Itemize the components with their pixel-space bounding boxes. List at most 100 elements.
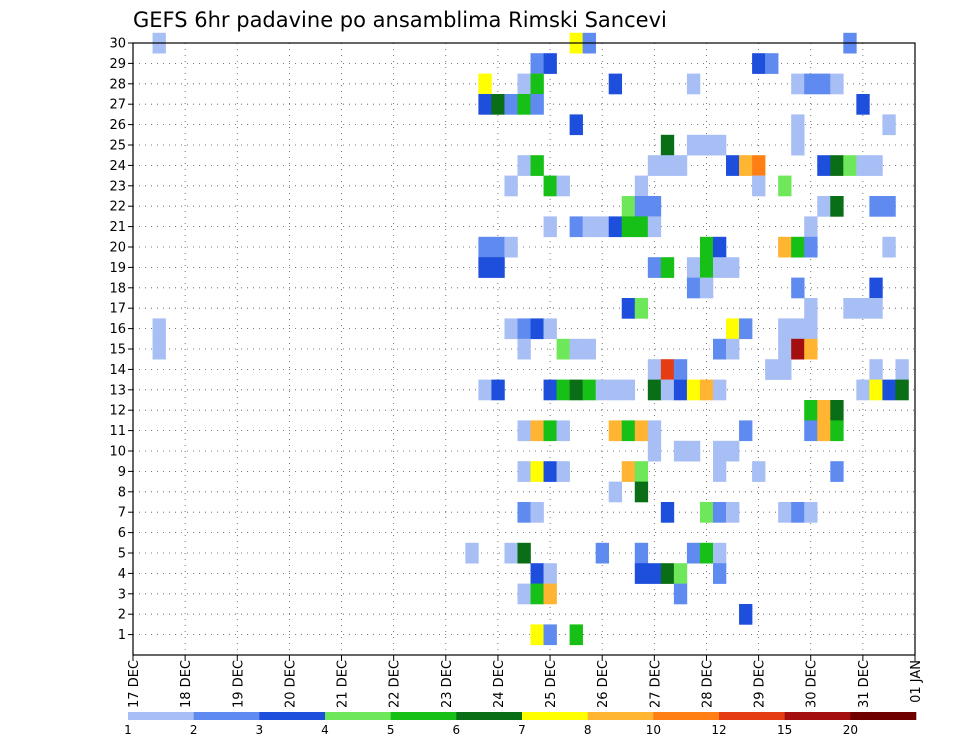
heatmap-cell — [647, 216, 662, 238]
heatmap-cell — [621, 420, 636, 442]
colorbar-swatch — [325, 712, 391, 720]
y-tick-label: 1 — [118, 628, 126, 643]
colorbar-label: 10 — [646, 723, 661, 737]
heatmap-cell — [804, 338, 818, 360]
heatmap-cell — [660, 502, 675, 523]
colorbar-label: 15 — [777, 723, 792, 737]
heatmap-cell — [817, 420, 831, 442]
x-tick-label: 23 DEC — [440, 660, 455, 708]
heatmap-cell — [634, 420, 649, 442]
x-tick-label: 01 JAN — [909, 660, 924, 703]
heatmap-cell — [504, 318, 518, 340]
heatmap-cell — [673, 359, 688, 380]
heatmap-cell — [530, 73, 544, 95]
y-tick-label: 26 — [109, 118, 126, 133]
heatmap-cell — [621, 379, 636, 401]
heatmap-cell — [673, 379, 688, 401]
heatmap-cell — [595, 542, 610, 564]
heatmap-cell — [608, 379, 623, 401]
heatmap-cell — [882, 379, 896, 401]
heatmap-cell — [856, 94, 870, 115]
heatmap-cell — [634, 461, 649, 482]
heatmap-cell — [752, 461, 766, 482]
heatmap-cell — [543, 563, 557, 584]
heatmap-cell — [504, 94, 518, 115]
heatmap-cell — [517, 461, 531, 482]
heatmap-cell — [491, 257, 505, 278]
heatmap-cell — [504, 236, 518, 258]
heatmap-cell — [712, 338, 727, 360]
heatmap-cell — [686, 542, 701, 564]
chart-title: GEFS 6hr padavine po ansamblima Rimski S… — [133, 8, 667, 32]
heatmap-cell — [686, 440, 701, 462]
heatmap-cell — [608, 481, 623, 503]
y-tick-label: 20 — [109, 241, 126, 256]
heatmap-cell — [556, 420, 570, 442]
heatmap-cell — [660, 563, 675, 584]
heatmap-cell — [569, 338, 583, 360]
heatmap-cell — [791, 134, 805, 156]
heatmap-cell — [712, 542, 727, 564]
y-tick-label: 8 — [118, 485, 126, 500]
heatmap-cell — [830, 73, 844, 95]
heatmap-cell — [869, 196, 883, 217]
heatmap-cell — [804, 420, 818, 442]
heatmap-cell — [634, 542, 649, 564]
heatmap-cell — [647, 420, 662, 442]
heatmap-cell — [634, 481, 649, 503]
heatmap-cell — [621, 216, 636, 238]
heatmap-cell — [791, 73, 805, 95]
x-tick-label: 21 DEC — [336, 660, 351, 708]
heatmap-cell — [817, 196, 831, 217]
y-tick-label: 17 — [109, 302, 126, 317]
heatmap-cell — [530, 53, 544, 74]
heatmap-cell — [569, 624, 583, 646]
colorbar-swatch — [719, 712, 785, 720]
heatmap-cell — [882, 196, 896, 217]
x-tick-label: 31 DEC — [857, 660, 872, 708]
heatmap-cell — [517, 502, 531, 523]
heatmap-cell — [817, 400, 831, 421]
heatmap-cell — [517, 155, 531, 176]
heatmap-cell — [569, 379, 583, 401]
heatmap-cell — [895, 359, 909, 380]
heatmap-cell — [712, 236, 727, 258]
y-tick-label: 7 — [118, 506, 126, 521]
heatmap-cell — [804, 502, 818, 523]
heatmap-cell — [699, 502, 714, 523]
heatmap-cell — [778, 175, 792, 197]
heatmap-cell — [686, 73, 701, 95]
colorbar-label: 1 — [124, 723, 132, 737]
colorbar: 1 2 3 4 5 6 7 8 10 12 15 20 — [124, 712, 917, 737]
heatmap-cell — [791, 236, 805, 258]
heatmap-cell — [804, 318, 818, 340]
heatmap-cell — [517, 420, 531, 442]
x-tick-label: 28 DEC — [700, 660, 715, 708]
heatmap-cell — [830, 400, 844, 421]
heatmap-cell — [778, 338, 792, 360]
y-tick-label: 29 — [109, 57, 126, 72]
heatmap-cell — [869, 379, 883, 401]
heatmap-cell — [660, 257, 675, 278]
heatmap-cell — [595, 379, 610, 401]
heatmap-cell — [752, 53, 766, 74]
heatmap-cell — [530, 318, 544, 340]
heatmap-cell — [517, 338, 531, 360]
y-tick-label: 16 — [109, 322, 126, 337]
heatmap-cell — [478, 73, 492, 95]
heatmap-cell — [517, 542, 531, 564]
y-tick-label: 21 — [109, 220, 126, 235]
heatmap-cell — [621, 461, 636, 482]
heatmap-cell — [647, 440, 662, 462]
y-tick-label: 12 — [109, 404, 126, 419]
x-axis-ticks: 17 DEC 18 DEC 19 DEC 20 DEC 21 DEC 22 DEC 23 D… — [127, 655, 924, 708]
heatmap-cell — [882, 236, 896, 258]
y-tick-label: 30 — [109, 37, 126, 52]
heatmap-cell — [712, 563, 727, 584]
heatmap-cell — [699, 257, 714, 278]
heatmap-cell — [726, 502, 740, 523]
heatmap-cell — [517, 583, 531, 605]
heatmap-cell — [752, 175, 766, 197]
heatmap-cell — [673, 440, 688, 462]
heatmap-cell — [569, 114, 583, 136]
